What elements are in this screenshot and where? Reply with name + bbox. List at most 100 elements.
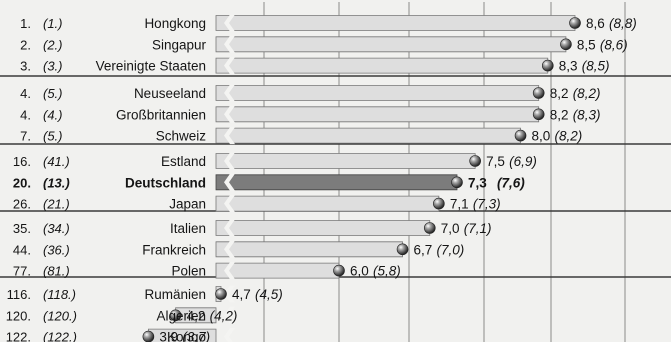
rank-label: 44. <box>13 242 31 257</box>
previous-value-label: (4,5) <box>255 287 283 302</box>
value-label: 3,9 <box>159 330 178 342</box>
axis-break-mark <box>224 152 235 170</box>
rank-label: 4. <box>20 86 31 101</box>
rank-label: 35. <box>13 221 31 236</box>
bar <box>215 57 549 74</box>
value-label: 6,7 <box>414 242 433 257</box>
value-label: 7,1 <box>450 197 469 212</box>
rank-label: 2. <box>20 37 31 52</box>
previous-value-label: (8,2) <box>555 129 583 144</box>
bar <box>215 36 567 53</box>
value-label: 4,2 <box>187 308 206 323</box>
axis-break-mark <box>224 127 235 145</box>
value-dot <box>423 222 436 234</box>
axis-break-mark <box>224 328 235 342</box>
previous-rank-label: (5.) <box>43 129 63 144</box>
value-label: 8,0 <box>532 129 551 144</box>
previous-rank-label: (3.) <box>43 59 63 74</box>
bar <box>215 195 440 212</box>
country-label: Schweiz <box>156 129 207 144</box>
value-dot <box>433 197 445 210</box>
rank-label: 7. <box>20 129 31 144</box>
rank-label: 1. <box>20 16 31 31</box>
bar <box>215 262 340 279</box>
value-dot <box>142 330 155 342</box>
previous-rank-label: (4.) <box>43 107 63 122</box>
rank-label: 122. <box>6 330 31 342</box>
axis-break-mark <box>224 306 235 324</box>
bar <box>215 220 431 236</box>
bar <box>215 153 476 169</box>
country-label: Polen <box>171 264 206 279</box>
bar <box>215 85 540 101</box>
country-label: Singapur <box>152 37 207 52</box>
previous-value-label: (7,6) <box>497 175 525 190</box>
value-dot <box>532 108 545 121</box>
previous-value-label: (7,3) <box>473 197 501 212</box>
previous-value-label: (4,2) <box>210 308 238 323</box>
axis-break-mark <box>224 57 235 75</box>
bar <box>215 106 540 123</box>
previous-value-label: (8,3) <box>573 107 601 122</box>
previous-rank-label: (122.) <box>43 330 77 342</box>
country-label: Neuseeland <box>134 86 206 101</box>
previous-rank-label: (34.) <box>43 221 70 236</box>
country-label: Vereinigte Staaten <box>96 59 206 74</box>
previous-value-label: (7,0) <box>437 242 465 257</box>
previous-rank-label: (81.) <box>43 264 70 279</box>
value-label: 8,2 <box>550 107 569 122</box>
rank-label: 26. <box>13 197 31 212</box>
country-label: Estland <box>161 154 206 169</box>
previous-value-label: (5,8) <box>373 264 401 279</box>
value-dot <box>541 59 554 72</box>
value-dot <box>469 155 481 167</box>
bar <box>215 241 403 258</box>
value-dot <box>215 288 227 300</box>
country-label: Großbritannien <box>116 107 206 122</box>
previous-rank-label: (5.) <box>43 86 63 101</box>
previous-rank-label: (36.) <box>43 242 70 257</box>
previous-value-label: (6,9) <box>509 154 537 169</box>
value-label: 4,7 <box>232 287 251 302</box>
country-label: Japan <box>169 197 206 212</box>
bar <box>147 328 217 342</box>
axis-break-mark <box>224 173 235 191</box>
country-label: Rumänien <box>144 287 206 302</box>
axis-break-mark <box>224 14 235 32</box>
bar <box>215 127 521 144</box>
previous-rank-label: (1.) <box>43 16 63 31</box>
value-label: 6,0 <box>350 264 369 279</box>
rank-label: 4. <box>20 107 31 122</box>
previous-rank-label: (120.) <box>43 308 77 323</box>
rank-label: 77. <box>13 264 31 279</box>
previous-value-label: (8,2) <box>573 86 601 101</box>
country-label: Deutschland <box>125 175 206 190</box>
rank-label: 20. <box>13 175 31 190</box>
previous-value-label: (7,1) <box>464 221 492 236</box>
country-label: Frankreich <box>142 242 206 257</box>
value-dot <box>169 309 182 322</box>
bar <box>215 15 576 31</box>
value-dot <box>396 243 409 256</box>
rank-label: 16. <box>13 154 31 169</box>
previous-rank-label: (21.) <box>43 197 70 212</box>
axis-break-mark <box>224 262 235 280</box>
axis-break-mark <box>224 105 235 123</box>
axis-break-mark <box>224 195 235 213</box>
value-dot <box>333 264 345 277</box>
value-dot <box>451 176 463 189</box>
previous-value-label: (8,5) <box>582 59 610 74</box>
value-dot <box>514 129 527 142</box>
previous-value-label: (8,6) <box>600 37 628 52</box>
previous-rank-label: (2.) <box>43 37 63 52</box>
country-label: Hongkong <box>144 16 206 31</box>
rank-label: 116. <box>7 287 31 302</box>
previous-value-label: (3,7) <box>182 330 210 342</box>
rank-label: 3. <box>20 59 31 74</box>
country-label: Algerien <box>156 308 206 323</box>
value-label: 8,3 <box>559 59 578 74</box>
previous-rank-label: (118.) <box>43 287 76 302</box>
value-dot <box>532 87 545 99</box>
